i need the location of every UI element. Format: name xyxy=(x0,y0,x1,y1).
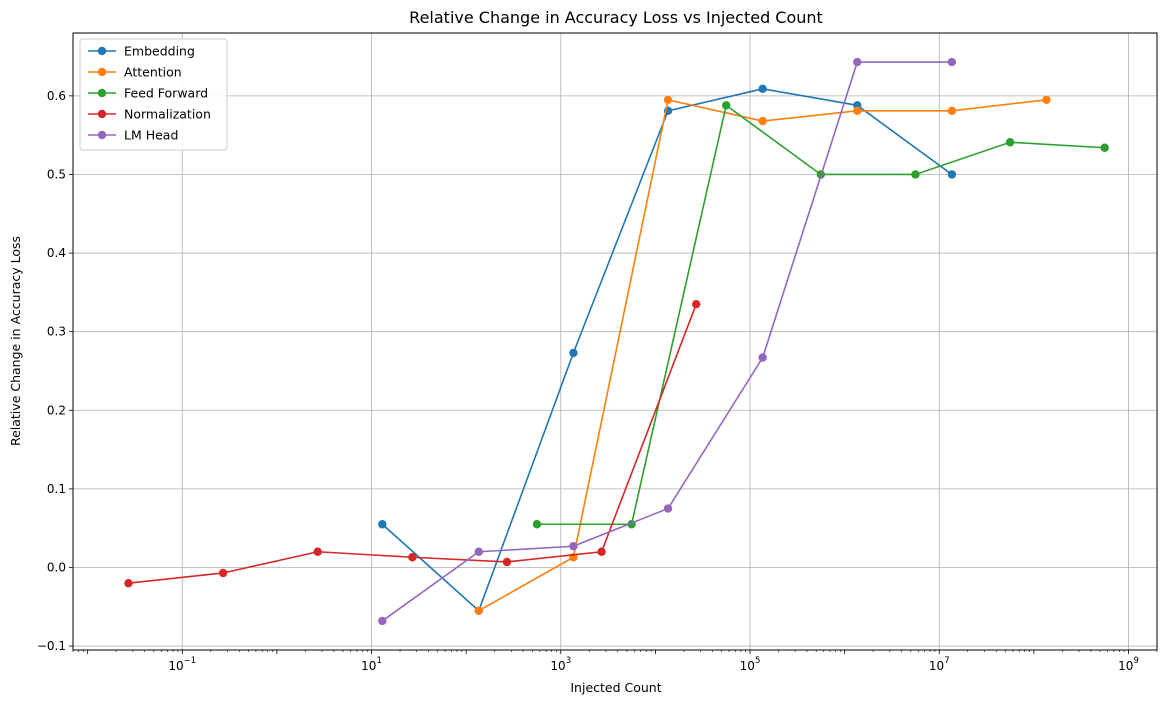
data-point xyxy=(1005,138,1015,147)
data-point xyxy=(569,542,578,551)
x-tick-label: 109 xyxy=(1118,656,1139,673)
data-point xyxy=(1100,143,1109,152)
legend: Embedding Attention Feed Forward Normalizat… xyxy=(79,38,228,151)
y-tick-label: 0.6 xyxy=(47,89,66,103)
data-point xyxy=(532,520,542,529)
legend-label: Attention xyxy=(124,65,182,80)
series-line xyxy=(128,303,697,584)
data-point xyxy=(474,547,483,556)
data-point xyxy=(947,106,957,116)
data-point xyxy=(911,170,920,179)
data-point xyxy=(313,547,322,556)
legend-item: Feed Forward xyxy=(88,86,208,101)
legend-item: Normalization xyxy=(88,107,211,122)
legend-marker xyxy=(97,46,107,56)
legend-item: LM Head xyxy=(88,128,178,143)
legend-label: Feed Forward xyxy=(124,86,208,101)
series-line xyxy=(381,61,952,622)
series-line xyxy=(536,103,1105,526)
y-axis-ticks: −0.1 0.0 0.1 0.2 0.3 0.4 0.5 0.6 xyxy=(37,89,73,653)
data-point xyxy=(1042,95,1051,105)
y-tick-label: 0.5 xyxy=(47,167,66,181)
series-lm-head xyxy=(378,57,957,626)
data-point xyxy=(853,57,862,67)
series-line xyxy=(381,87,953,613)
data-point xyxy=(692,299,701,309)
x-tick-label: 107 xyxy=(929,656,950,673)
x-tick-label: 103 xyxy=(550,656,571,673)
data-point xyxy=(853,106,862,116)
data-point xyxy=(408,553,417,562)
legend-box xyxy=(79,38,228,151)
legend-marker xyxy=(97,130,107,140)
legend-marker xyxy=(97,88,107,98)
y-tick-label: 0.1 xyxy=(47,482,66,496)
series-attention xyxy=(474,95,1051,615)
data-point xyxy=(502,557,512,567)
legend-item: Embedding xyxy=(88,44,195,59)
series-feed-forward xyxy=(532,101,1109,529)
chart-title: Relative Change in Accuracy Loss vs Inje… xyxy=(409,8,823,27)
data-point xyxy=(378,520,387,529)
data-point xyxy=(758,84,767,94)
x-axis-ticks: 10−1 101 103 105 107 109 xyxy=(72,650,1158,673)
x-axis-label: Injected Count xyxy=(570,680,661,695)
data-point xyxy=(474,606,483,615)
data-point xyxy=(758,116,767,126)
legend-label: LM Head xyxy=(124,128,178,143)
data-point xyxy=(947,57,957,67)
y-tick-label: 0.4 xyxy=(47,246,66,260)
legend-marker xyxy=(97,67,107,77)
data-point xyxy=(597,547,606,556)
legend-marker xyxy=(97,109,107,119)
data-point xyxy=(947,170,957,179)
y-tick-label: 0.3 xyxy=(47,325,66,339)
x-tick-label: 105 xyxy=(740,656,761,673)
x-tick-label: 101 xyxy=(361,656,382,673)
legend-label: Normalization xyxy=(124,107,211,122)
grid-lines xyxy=(73,33,1157,650)
data-point xyxy=(663,95,673,105)
data-point xyxy=(758,353,767,362)
y-tick-label: −0.1 xyxy=(37,639,66,653)
y-tick-label: 0.2 xyxy=(47,403,66,417)
legend-label: Embedding xyxy=(124,44,195,59)
series-normalization xyxy=(124,299,701,588)
data-point xyxy=(218,568,228,578)
series-layer xyxy=(124,57,1109,626)
y-tick-label: 0.0 xyxy=(47,560,66,574)
data-point xyxy=(569,348,578,358)
plot-frame xyxy=(72,32,1158,651)
legend-item: Attention xyxy=(88,65,182,80)
data-point xyxy=(721,101,731,110)
data-point xyxy=(124,578,133,588)
data-point xyxy=(378,616,387,626)
x-tick-label: 10−1 xyxy=(168,656,196,673)
y-axis-label: Relative Change in Accuracy Loss xyxy=(8,236,23,446)
data-point xyxy=(663,504,673,513)
series-embedding xyxy=(378,84,957,615)
